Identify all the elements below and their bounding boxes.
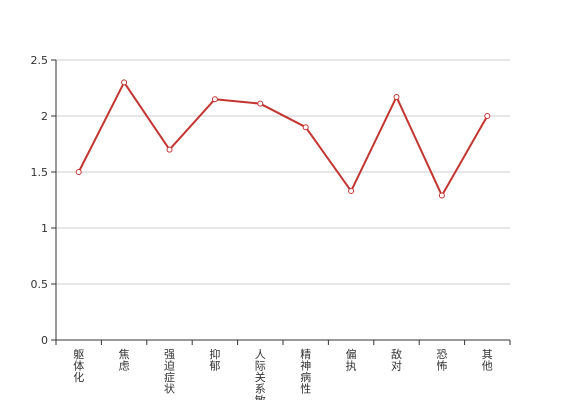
data-point[interactable] <box>393 93 400 100</box>
x-tick-label: 焦虑 <box>119 348 130 373</box>
y-tick-label: 1.5 <box>31 166 49 179</box>
data-point[interactable] <box>121 79 128 86</box>
x-tick-label: 其他 <box>482 348 493 373</box>
y-tick-label: 1 <box>41 222 48 235</box>
data-point[interactable] <box>75 169 82 175</box>
x-tick-label: 敌对 <box>391 347 402 373</box>
y-tick-label: 0.5 <box>31 278 49 291</box>
y-tick-label: 2 <box>41 110 48 123</box>
x-tick-labels: 躯体化 焦虑 强迫症状 抑郁 人际关系敏感 精神病性 偏执 敌对 恐怖 其他 <box>73 347 493 404</box>
x-tick-label: 躯体化 <box>73 348 84 384</box>
x-tick-label: 强迫症状 <box>164 348 175 396</box>
data-point[interactable] <box>484 113 491 119</box>
axes <box>51 59 511 345</box>
x-tick-label: 抑郁 <box>209 347 220 373</box>
grid-lines <box>56 59 510 285</box>
x-tick-label: 精神病性 <box>300 348 311 396</box>
y-tick-label: 2.5 <box>31 54 49 67</box>
data-point[interactable] <box>257 100 264 107</box>
x-tick-label: 偏执 <box>346 347 357 373</box>
series-layer <box>75 79 491 199</box>
data-point[interactable] <box>211 96 218 103</box>
series-line <box>77 81 489 197</box>
data-point[interactable] <box>166 146 173 153</box>
data-point[interactable] <box>348 188 355 195</box>
data-point[interactable] <box>438 192 445 199</box>
x-tick-label: 恐怖 <box>436 348 447 373</box>
x-tick-label: 人际关系敏感 <box>255 348 266 400</box>
y-tick-labels: 0 0.5 1 1.5 2 2.5 <box>31 54 49 347</box>
y-tick-label: 0 <box>41 334 48 347</box>
data-point[interactable] <box>302 124 309 131</box>
